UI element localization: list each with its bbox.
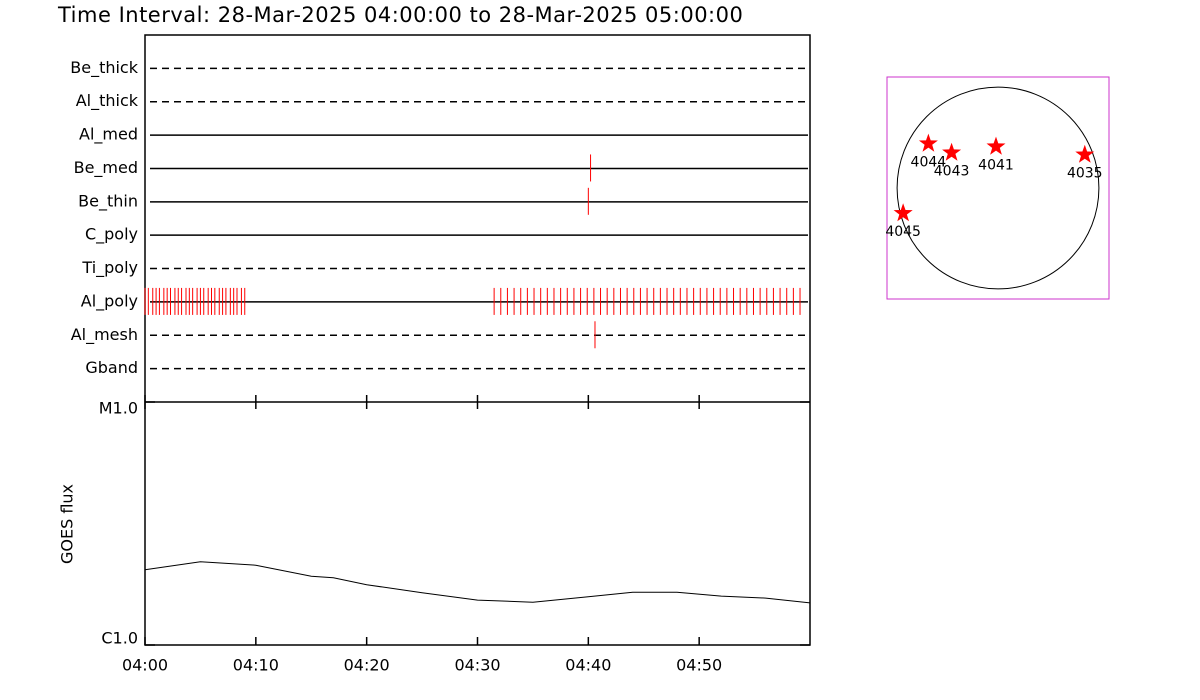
active-region-marker	[918, 133, 938, 152]
x-tick-label: 04:30	[454, 656, 500, 675]
map-frame	[886, 76, 1110, 300]
filter-label: Be_thick	[70, 58, 138, 78]
active-region-label: 4044	[911, 155, 947, 171]
x-tick-label: 04:40	[565, 656, 611, 675]
active-region-label: 4043	[934, 164, 970, 180]
active-region-marker	[986, 136, 1006, 155]
x-tick-label: 04:00	[122, 656, 168, 675]
goes-flux-line	[144, 561, 811, 604]
filter-label: Be_thin	[78, 191, 138, 211]
chart-title: Time Interval: 28-Mar-2025 04:00:00 to 2…	[57, 3, 743, 27]
active-region-label: 4045	[885, 224, 921, 240]
filter-label: C_poly	[85, 225, 138, 245]
y-tick-label: M1.0	[99, 399, 138, 418]
plot-frame	[144, 34, 811, 646]
active-region-label: 4041	[978, 158, 1014, 174]
x-tick-label: 04:20	[344, 656, 390, 675]
active-region-marker	[1075, 144, 1095, 163]
y-axis-label: GOES flux	[58, 484, 77, 564]
filter-label: Al_mesh	[71, 325, 138, 345]
active-region-marker	[893, 203, 913, 222]
active-region-label: 4035	[1067, 166, 1103, 182]
x-tick-label: 04:50	[676, 656, 722, 675]
filter-label: Be_med	[74, 158, 138, 178]
filter-label: Gband	[85, 358, 138, 377]
filter-label: Al_poly	[81, 291, 138, 311]
filter-label: Al_med	[79, 125, 138, 145]
filter-label: Al_thick	[76, 91, 139, 111]
filter-label: Ti_poly	[81, 258, 138, 278]
x-tick-label: 04:10	[233, 656, 279, 675]
solar-limb	[896, 86, 1100, 290]
active-region-marker	[942, 142, 962, 161]
y-tick-label: C1.0	[101, 629, 138, 648]
